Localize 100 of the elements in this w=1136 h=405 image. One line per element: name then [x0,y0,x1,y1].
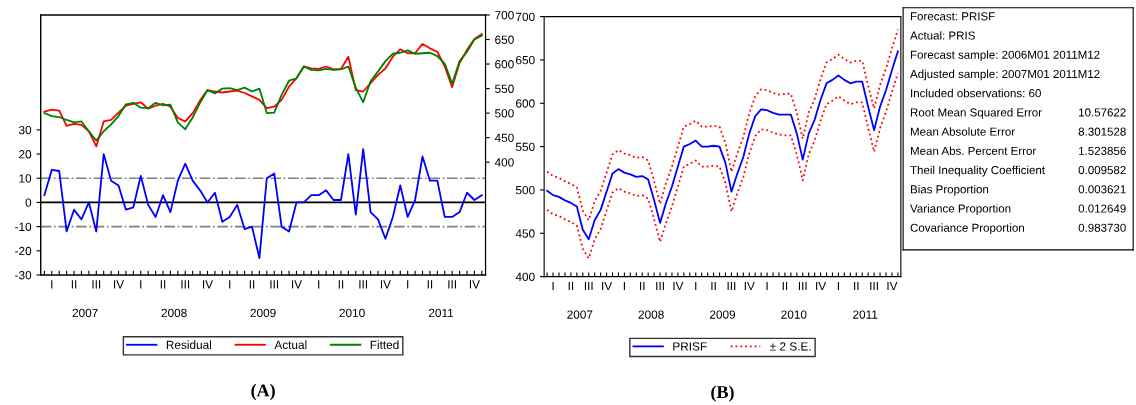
text: Theil Inequality Coefficient [910,165,1045,177]
text: Variance Proportion [910,204,1011,215]
legend-label: ± 2 S.E. [770,342,811,351]
x-tick-label: II [782,281,788,291]
y-tick-label: 500 [515,185,535,195]
text: 10.57622 [1079,108,1126,117]
x2-tick-label: 2009 [709,310,736,319]
line-series [546,28,899,222]
text: Adjusted sample: 2007M01 2011M12 [910,69,1100,81]
x-tick-label: II [711,281,716,291]
text: 8.301528 [1078,127,1126,136]
legend-label: Fitted [370,340,399,350]
text: 1.523856 [1079,146,1126,155]
text: 0.009582 [1078,166,1126,175]
legend-label: PRISF [673,342,707,351]
text: Bias Proportion [910,184,989,196]
x-tick-label: II [160,280,166,289]
y-tick-label: -10 [15,222,32,232]
x-tick-label: II [338,280,344,289]
x2-tick-label: 2010 [339,308,365,318]
x-tick-label: I [695,281,697,291]
text: Mean Absolute Error [910,127,1015,136]
y2-tick-label: 700 [495,11,514,20]
line-series [546,72,899,260]
text: Included observations: 60 [911,88,1041,98]
text: Root Mean Squared Error [910,108,1042,119]
x-tick-label: III [359,280,368,289]
x-tick-label: IV [744,281,755,291]
y-tick-label: -20 [15,246,32,256]
x2-tick-label: 2008 [161,308,187,318]
x-tick-label: III [798,281,807,291]
text: 0.003621 [1078,185,1126,194]
text: Actual: PRIS [910,31,975,40]
x-tick-label: II [249,280,255,289]
x-tick-label: III [656,281,664,291]
y-tick-label: 650 [516,55,535,65]
x-tick-label: IV [114,280,125,289]
x-tick-label: IV [469,280,480,289]
x-tick-label: II [854,281,859,291]
x-tick-label: I [837,281,839,291]
text: 0.983730 [1078,223,1126,232]
x2-tick-label: 2007 [72,308,98,318]
x-tick-label: I [407,280,409,289]
x-tick-label: II [427,280,433,289]
x-tick-label: I [51,280,53,289]
x-tick-label: I [766,281,768,291]
text: (B) [711,385,734,402]
y-tick-label: 400 [515,272,535,282]
x-tick-label: II [568,281,574,291]
x2-tick-label: 2009 [250,308,276,318]
y-tick-label: 700 [516,12,535,21]
y2-tick-label: 400 [494,158,514,167]
x2-tick-label: 2010 [781,310,807,319]
legend-label: Actual [274,340,307,350]
x-tick-label: I [552,281,554,291]
x-tick-label: I [318,280,320,289]
text: Covariance Proportion [910,223,1024,235]
y-tick-label: 450 [515,229,535,238]
x-tick-label: I [140,280,142,289]
x-tick-label: I [623,281,625,291]
x-tick-label: III [181,280,190,289]
x-tick-label: II [71,280,77,289]
y2-tick-label: 500 [495,109,514,118]
x-tick-label: I [229,280,231,289]
x-tick-label: IV [602,281,613,291]
y2-tick-label: 600 [495,60,514,69]
x-tick-label: IV [887,281,898,291]
y-tick-label: 20 [19,150,32,159]
y2-tick-label: 450 [494,133,514,143]
y-tick-label: 0 [25,198,32,207]
y-tick-label: 10 [19,174,32,183]
y-tick-label: 550 [515,142,535,151]
x-tick-label: III [870,281,878,291]
y-tick-label: -30 [15,271,32,280]
y-tick-label: 30 [18,125,32,135]
x-tick-label: III [270,280,279,289]
text: 0.012649 [1078,204,1126,213]
text: Mean Abs. Percent Error [910,146,1037,155]
x2-tick-label: 2011 [853,310,878,319]
x-tick-label: IV [816,281,827,291]
y-tick-label: 600 [516,99,535,108]
text: (A) [251,383,275,401]
x2-tick-label: 2008 [638,310,664,319]
y2-tick-label: 650 [495,35,514,44]
text: Forecast: PRISF [910,12,995,21]
text: Forecast sample: 2006M01 2011M12 [910,50,1100,62]
x-tick-label: IV [380,280,391,289]
x-tick-label: IV [291,280,302,289]
x2-tick-label: 2007 [567,310,593,319]
x2-tick-label: 2011 [428,308,454,318]
x-tick-label: III [727,281,736,291]
x-tick-label: IV [203,280,214,289]
x-tick-label: IV [673,281,684,291]
x-tick-label: III [584,281,593,291]
line-series [546,50,899,241]
x-tick-label: III [92,280,101,289]
legend-label: Residual [166,340,212,350]
x-tick-label: III [448,280,456,289]
y2-tick-label: 550 [495,84,514,93]
x-tick-label: II [640,281,645,291]
